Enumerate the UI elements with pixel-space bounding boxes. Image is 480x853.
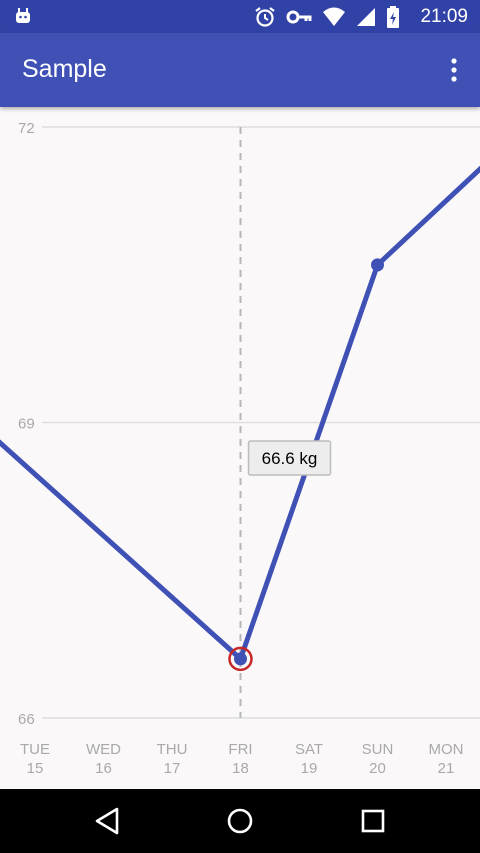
tooltip-label: 66.6 kg [262, 449, 318, 468]
data-point[interactable] [234, 652, 247, 666]
x-tick-day: MON [429, 741, 464, 758]
tooltip-box [247, 440, 332, 476]
x-tick-date: 19 [301, 760, 318, 777]
selected-point-ring [228, 646, 253, 672]
data-point[interactable] [371, 258, 384, 272]
more-vert-icon[interactable] [444, 55, 464, 85]
x-tick-day: WED [86, 741, 121, 758]
x-tick-date: 16 [95, 760, 112, 777]
x-axis-labels: TUE 15 WED 16 THU 17 FRI 18 SAT 19 SUN 20 MON 21 [20, 741, 464, 777]
signal-icon [357, 8, 375, 26]
y-tick-label: 72 [18, 120, 35, 137]
status-time: 21:09 [420, 6, 468, 27]
vpn-key-icon [286, 10, 312, 24]
wifi-icon [323, 7, 345, 26]
x-tick-day: SAT [295, 741, 323, 758]
page-title: Sample [22, 55, 107, 83]
back-icon[interactable] [87, 803, 127, 839]
y-tick-label: 69 [18, 416, 35, 433]
x-tick-day: TUE [20, 741, 50, 758]
status-bar: 21:09 [0, 0, 480, 33]
x-tick-date: 15 [27, 760, 44, 777]
value-tooltip: 66.6 kg [247, 440, 332, 476]
battery-icon [387, 6, 399, 28]
series-line [0, 165, 480, 662]
chart-grid [42, 126, 480, 719]
x-tick-date: 18 [232, 760, 249, 777]
y-tick-label: 66 [18, 711, 35, 728]
android-debug-icon [16, 8, 30, 23]
recents-icon[interactable] [353, 803, 393, 839]
series-points [228, 258, 384, 672]
x-tick-date: 21 [438, 760, 455, 777]
x-tick-day: FRI [228, 741, 252, 758]
x-tick-day: SUN [362, 741, 394, 758]
y-axis-labels: 72 69 66 [18, 120, 35, 728]
navigation-bar [0, 789, 480, 853]
x-tick-day: THU [157, 741, 188, 758]
app-toolbar: Sample [0, 33, 480, 107]
weight-chart[interactable]: 72 69 66 66.6 kg TUE 15 WED 16 THU 17 FRI 18 SAT 19… [0, 107, 480, 789]
home-icon[interactable] [220, 803, 260, 839]
x-tick-date: 20 [369, 760, 386, 777]
alarm-icon [255, 7, 275, 27]
x-tick-date: 17 [164, 760, 181, 777]
